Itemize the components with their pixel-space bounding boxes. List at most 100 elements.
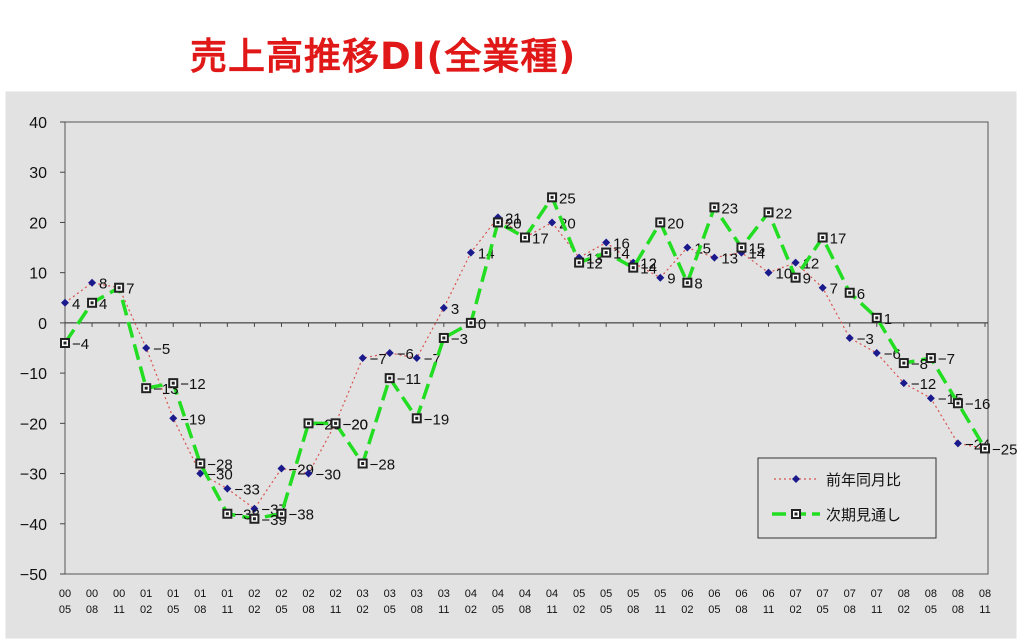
- point-next-outlook-core: [875, 316, 879, 320]
- point-next-outlook-core: [198, 462, 202, 466]
- data-label-yoy: 21: [505, 210, 522, 227]
- data-label-yoy: −3: [857, 331, 874, 348]
- point-yoy: [250, 504, 259, 513]
- point-next-outlook-core: [929, 356, 933, 360]
- x-tick-label-month: 08: [735, 604, 747, 616]
- data-label-yoy: −6: [884, 346, 901, 363]
- data-label-next-outlook: −28: [370, 457, 395, 474]
- point-next-outlook-core: [983, 446, 987, 450]
- point-yoy: [358, 354, 367, 363]
- legend-label-yoy: 前年同月比: [826, 471, 901, 489]
- x-tick-label-month: 05: [708, 604, 720, 616]
- x-tick-label-year: 03: [357, 588, 369, 600]
- x-tick-label-year: 04: [492, 588, 504, 600]
- data-label-yoy: 10: [776, 266, 793, 283]
- x-tick-label-year: 04: [519, 588, 531, 600]
- x-tick-label-month: 11: [546, 604, 557, 616]
- point-yoy: [466, 248, 475, 257]
- point-yoy: [439, 303, 448, 312]
- data-label-next-outlook: −8: [911, 356, 928, 373]
- point-next-outlook-core: [496, 220, 500, 224]
- x-tick-label-year: 02: [275, 588, 287, 600]
- data-label-next-outlook: −25: [992, 441, 1017, 458]
- y-tick-label: 20: [29, 215, 47, 232]
- y-tick-label: 40: [29, 115, 47, 132]
- x-tick-label-year: 06: [681, 588, 693, 600]
- data-label-next-outlook: 7: [126, 281, 134, 298]
- point-next-outlook-core: [334, 421, 338, 425]
- x-tick-label-year: 03: [438, 588, 450, 600]
- point-next-outlook-core: [956, 401, 960, 405]
- point-next-outlook-core: [225, 512, 229, 516]
- data-label-yoy: −30: [316, 467, 341, 484]
- data-label-next-outlook: −16: [965, 396, 990, 413]
- point-next-outlook-core: [577, 261, 581, 265]
- point-next-outlook-core: [469, 321, 473, 325]
- data-label-yoy: −7: [370, 351, 387, 368]
- point-next-outlook-core: [90, 301, 94, 305]
- point-yoy: [818, 283, 827, 292]
- y-tick-label: −40: [20, 517, 47, 534]
- point-yoy: [899, 379, 908, 388]
- point-yoy: [223, 484, 232, 493]
- point-yoy: [88, 278, 97, 287]
- point-yoy: [412, 354, 421, 363]
- data-label-next-outlook: 0: [478, 316, 486, 333]
- x-tick-label-year: 04: [546, 588, 558, 600]
- point-yoy: [656, 273, 665, 282]
- data-label-next-outlook: 22: [776, 205, 793, 222]
- data-label-yoy: −12: [911, 376, 936, 393]
- point-next-outlook-core: [631, 266, 635, 270]
- x-tick-label-month: 02: [789, 604, 801, 616]
- x-tick-label-year: 08: [925, 588, 937, 600]
- x-tick-label-month: 02: [681, 604, 693, 616]
- data-label-yoy: −5: [153, 341, 170, 358]
- point-next-outlook-core: [415, 416, 419, 420]
- x-tick-label-month: 02: [140, 604, 152, 616]
- x-tick-label-year: 08: [952, 588, 964, 600]
- x-tick-label-year: 05: [654, 588, 666, 600]
- x-tick-label-year: 00: [113, 588, 125, 600]
- x-tick-label-month: 08: [519, 604, 531, 616]
- data-label-next-outlook: 17: [532, 231, 549, 248]
- y-tick-label: 30: [29, 165, 47, 182]
- data-label-next-outlook: 14: [640, 261, 657, 278]
- point-next-outlook-core: [279, 512, 283, 516]
- point-next-outlook-core: [712, 205, 716, 209]
- x-tick-label-year: 05: [600, 588, 612, 600]
- data-label-next-outlook: −19: [424, 411, 449, 428]
- point-yoy: [764, 268, 773, 277]
- point-next-outlook-core: [252, 517, 256, 521]
- point-next-outlook-core: [361, 462, 365, 466]
- x-tick-label-month: 02: [465, 604, 477, 616]
- x-tick-label-month: 05: [59, 604, 71, 616]
- x-tick-label-year: 08: [979, 588, 991, 600]
- x-tick-label-year: 06: [762, 588, 774, 600]
- point-yoy: [385, 349, 394, 358]
- point-yoy: [142, 344, 151, 352]
- point-next-outlook-core: [767, 210, 771, 214]
- x-tick-label-month: 05: [600, 604, 612, 616]
- x-tick-label-month: 02: [573, 604, 585, 616]
- x-tick-label-month: 08: [844, 604, 856, 616]
- y-tick-label: −30: [20, 467, 47, 484]
- data-label-next-outlook: 20: [505, 215, 522, 232]
- data-label-yoy: −30: [207, 467, 232, 484]
- x-tick-label-month: 05: [492, 604, 504, 616]
- legend-marker-next-outlook-core: [794, 512, 798, 516]
- x-tick-label-month: 11: [979, 604, 990, 616]
- x-tick-label-year: 00: [86, 588, 98, 600]
- y-tick-label: −20: [20, 416, 47, 433]
- x-tick-label-month: 08: [952, 604, 964, 616]
- x-tick-label-month: 05: [817, 604, 829, 616]
- data-label-next-outlook: −12: [180, 376, 205, 393]
- point-yoy: [277, 464, 286, 473]
- point-yoy: [602, 238, 611, 247]
- data-label-next-outlook: 15: [748, 241, 765, 258]
- data-label-next-outlook: −3: [451, 331, 468, 348]
- x-tick-label-month: 02: [248, 604, 260, 616]
- legend-box: [757, 457, 937, 539]
- x-tick-label-month: 05: [275, 604, 287, 616]
